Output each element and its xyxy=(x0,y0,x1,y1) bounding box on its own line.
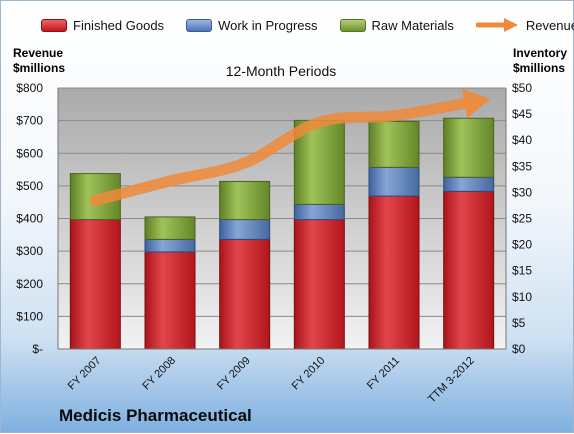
x-tick-label: TTM 3-2012 xyxy=(426,355,477,406)
left-axis-title: Revenue $millions xyxy=(13,46,65,76)
left-tick-label: $400 xyxy=(16,212,43,226)
legend: Finished Goods Work in Progress Raw Mate… xyxy=(41,15,574,35)
right-tick-label: $35 xyxy=(512,159,532,173)
right-tick-label: $10 xyxy=(512,290,532,304)
right-tick-label: $20 xyxy=(512,238,532,252)
bar-raw-materials xyxy=(144,216,196,240)
right-tick-label: $15 xyxy=(512,264,532,278)
left-tick-label: $500 xyxy=(16,179,43,193)
legend-label-finished-goods: Finished Goods xyxy=(73,17,165,33)
revenue-arrowhead xyxy=(462,88,491,119)
right-axis-title-line1: Inventory xyxy=(513,46,568,60)
legend-item-revenue: Revenue xyxy=(475,15,574,35)
left-tick-label: $300 xyxy=(16,244,43,258)
bar-work-in-progress xyxy=(293,203,345,221)
right-axis-title: Inventory $millions xyxy=(513,46,567,76)
left-tick-label: $600 xyxy=(16,146,43,160)
left-tick-label: $- xyxy=(32,342,43,356)
bar-finished-goods xyxy=(69,219,121,350)
legend-label-work-in-progress: Work in Progress xyxy=(218,17,318,33)
bar-work-in-progress xyxy=(144,238,196,253)
legend-label-revenue: Revenue xyxy=(525,17,574,33)
right-tick-label: $45 xyxy=(512,107,532,121)
x-tick-label: FY 2011 xyxy=(365,355,402,392)
revenue-arrow-icon xyxy=(475,18,518,32)
right-tick-label: $40 xyxy=(512,133,532,147)
x-tick-label: FY 2009 xyxy=(215,355,253,393)
bar-work-in-progress xyxy=(368,166,420,197)
left-tick-label: $700 xyxy=(16,114,43,128)
bar-raw-materials xyxy=(293,119,345,205)
bar-raw-materials xyxy=(443,117,495,178)
left-tick-label: $800 xyxy=(16,81,43,95)
left-tick-label: $100 xyxy=(16,309,43,323)
company-name: Medicis Pharmaceutical xyxy=(59,406,252,425)
chart-title: 12-Month Periods xyxy=(225,63,337,79)
left-tick-label: $200 xyxy=(16,277,43,291)
right-tick-label: $25 xyxy=(512,212,532,226)
bar-work-in-progress xyxy=(443,176,495,192)
left-axis-title-line1: Revenue xyxy=(13,46,64,60)
revenue-line xyxy=(89,97,471,207)
right-axis-title-line2: $millions xyxy=(513,61,566,75)
raw-materials-swatch xyxy=(339,18,366,32)
bar-finished-goods xyxy=(219,238,271,350)
legend-item-work-in-progress: Work in Progress xyxy=(186,15,318,35)
bar-finished-goods xyxy=(144,251,196,350)
x-tick-label: FY 2007 xyxy=(66,355,104,393)
right-tick-label: $30 xyxy=(512,185,532,199)
bar-raw-materials xyxy=(368,120,420,168)
right-tick-label: $5 xyxy=(512,316,526,330)
right-tick-label: $50 xyxy=(512,81,532,95)
legend-item-finished-goods: Finished Goods xyxy=(41,15,164,35)
bar-raw-materials xyxy=(219,180,271,221)
bar-finished-goods xyxy=(368,195,420,350)
bar-finished-goods xyxy=(293,219,345,350)
x-tick-label: FY 2008 xyxy=(140,355,178,393)
work-in-progress-swatch xyxy=(186,18,213,32)
left-axis-title-line2: $millions xyxy=(13,61,66,75)
finished-goods-swatch xyxy=(41,18,67,32)
right-tick-label: $0 xyxy=(512,342,526,356)
x-tick-label: FY 2010 xyxy=(290,355,328,393)
bar-work-in-progress xyxy=(219,219,271,240)
legend-item-raw-materials: Raw Materials xyxy=(339,15,454,35)
bar-finished-goods xyxy=(443,190,495,350)
legend-label-raw-materials: Raw Materials xyxy=(371,17,454,33)
